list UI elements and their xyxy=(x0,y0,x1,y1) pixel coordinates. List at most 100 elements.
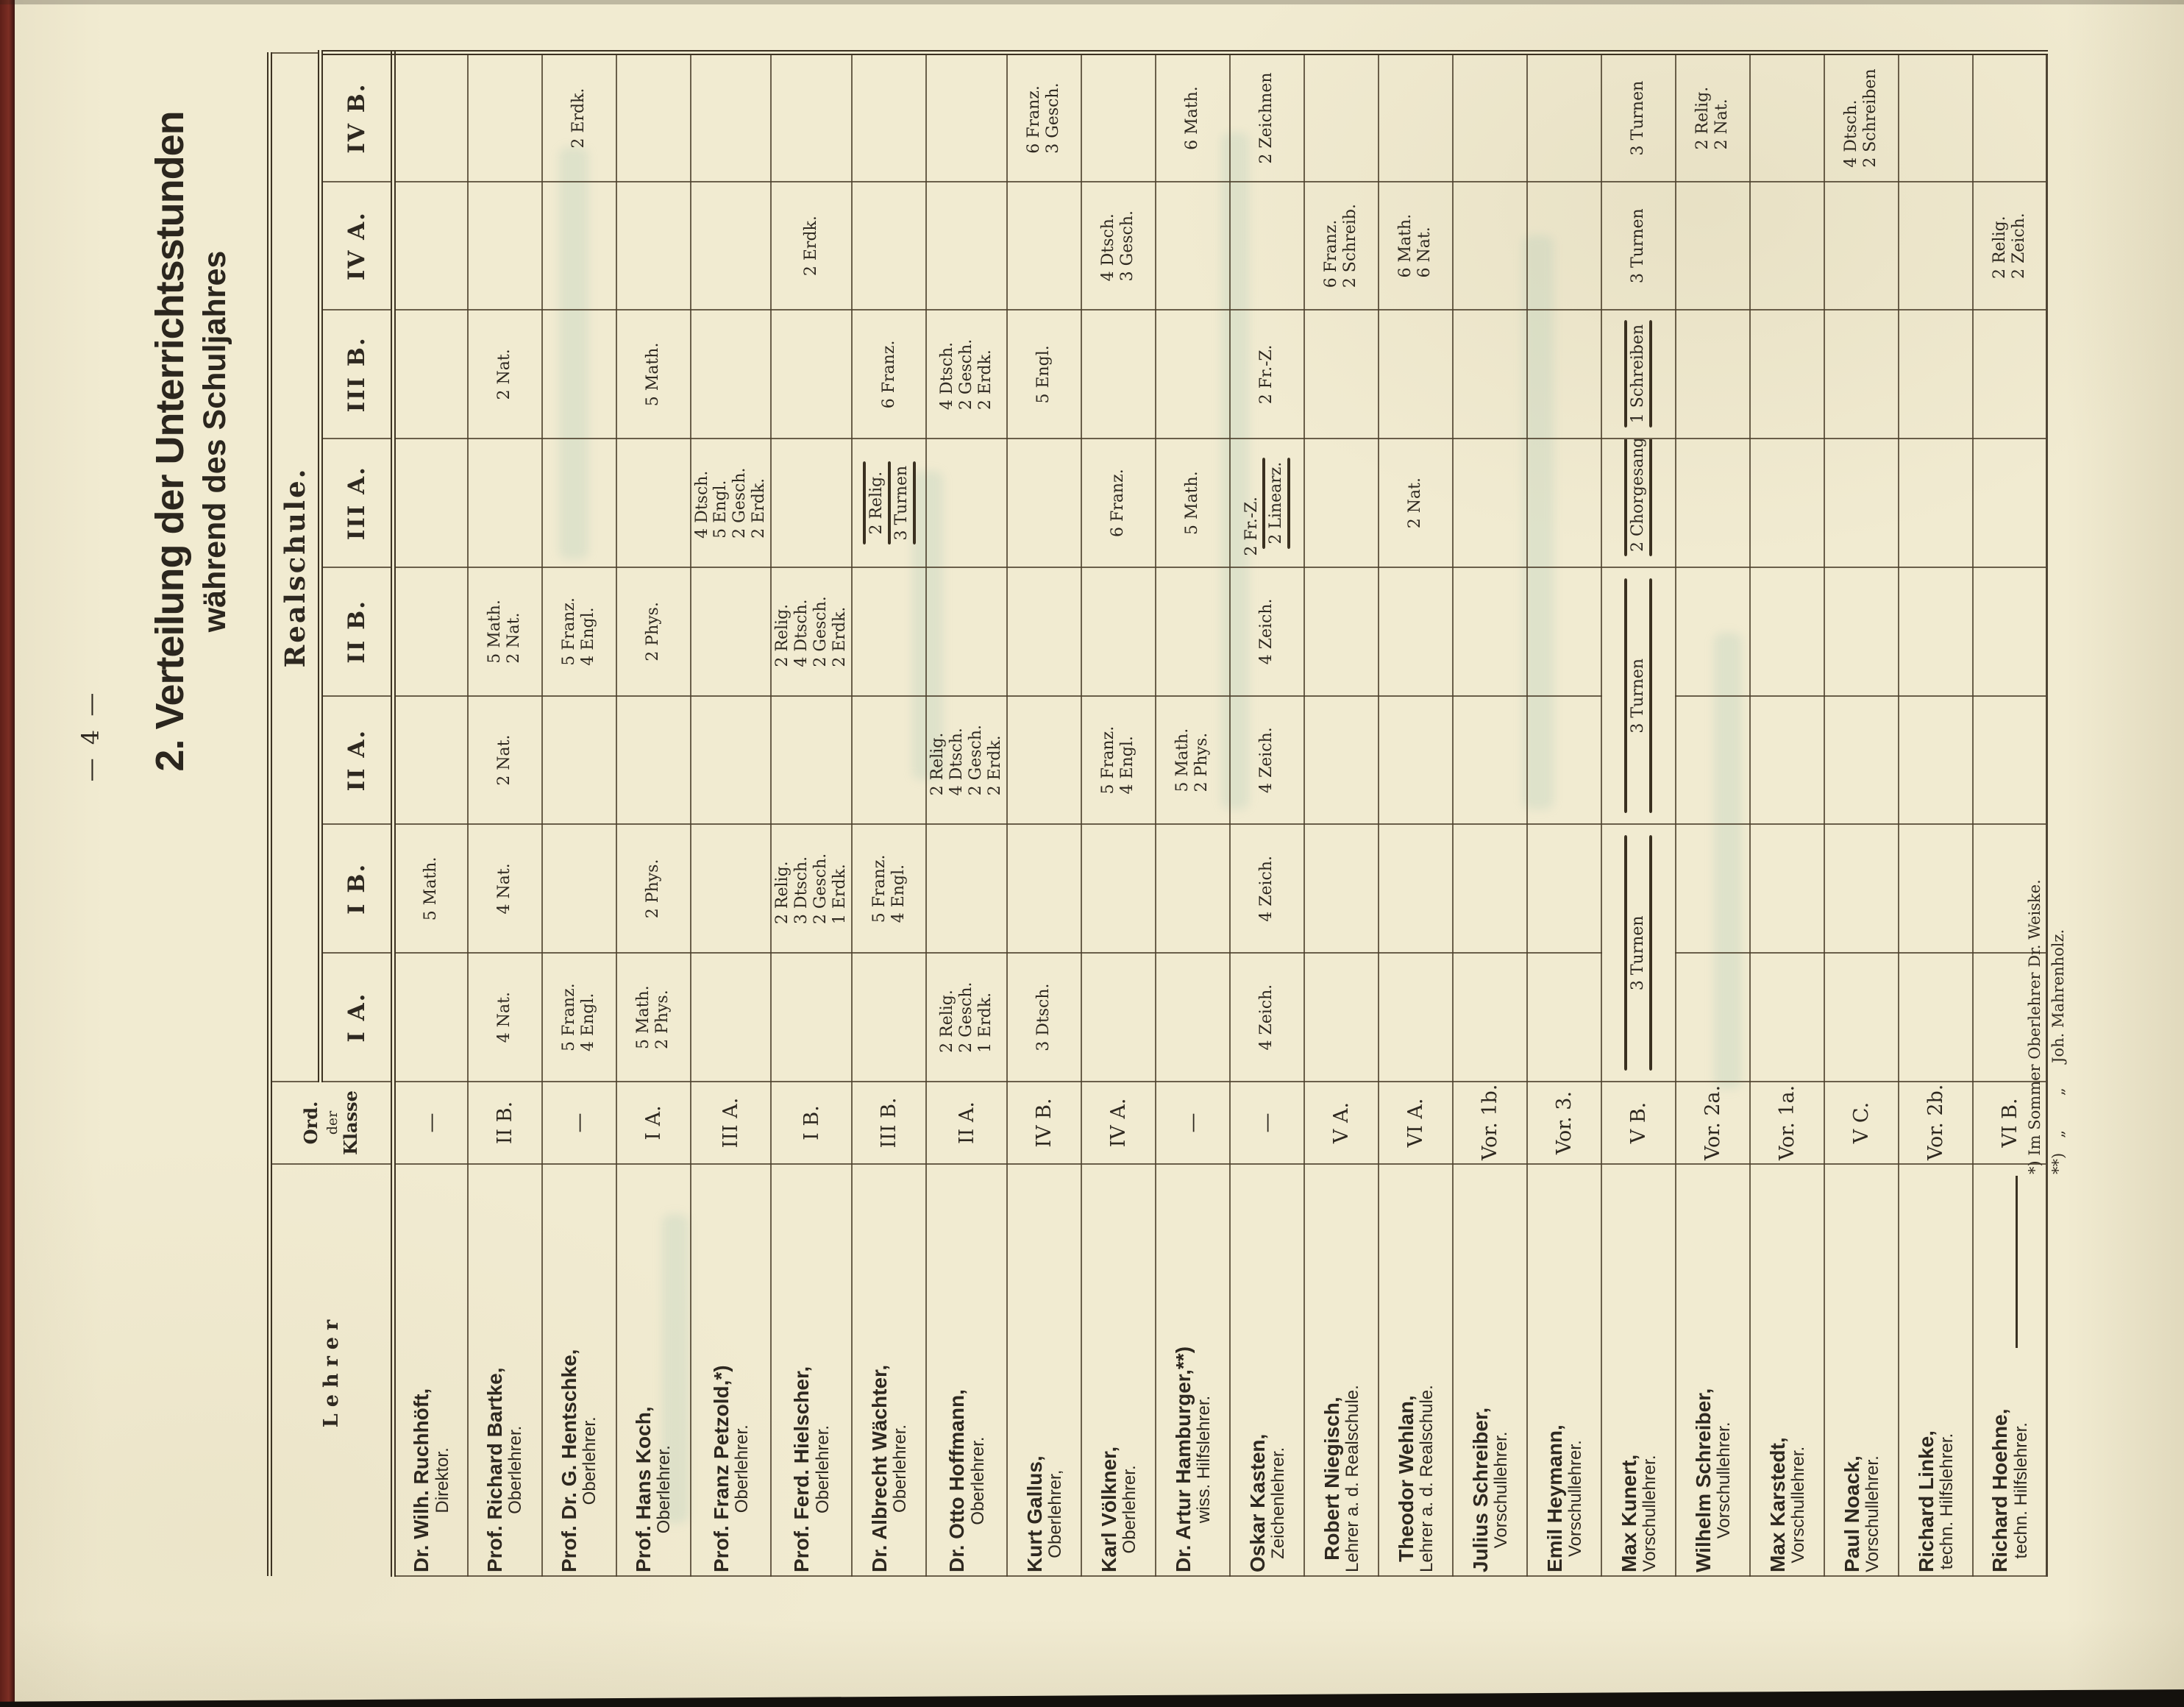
lesson-cell xyxy=(1675,310,1750,439)
lesson-cell: 6 Franz. 2 Schreib. xyxy=(1303,181,1379,310)
teacher-title: Direktor. xyxy=(432,1447,452,1513)
class-header: I B. xyxy=(320,824,394,954)
teacher-title: techn. Hilfslehrer. xyxy=(1936,1433,1957,1570)
lesson-cell: 5 Engl. xyxy=(1006,310,1081,439)
lesson-entry: 5 Math. xyxy=(485,600,505,664)
lesson-cell xyxy=(1378,52,1453,182)
lesson-cell xyxy=(1006,695,1081,825)
teacher-name-cell: Dr. Wilh. Ruchhöft, Direktor. xyxy=(393,1164,468,1576)
teacher-title: Oberlehrer. xyxy=(505,1425,526,1514)
lesson-cell xyxy=(393,310,468,439)
teacher-title: techn. Hilfslehrer. xyxy=(2010,1422,2031,1559)
lesson-cell: 5 Math. 2 Phys. xyxy=(1155,695,1230,825)
lesson-cell xyxy=(1675,824,1750,954)
teacher-name-cell: Wilhelm Schreiber, Vorschullehrer. xyxy=(1675,1164,1750,1576)
teacher-name: Prof. Richard Bartke, xyxy=(483,1367,507,1572)
lesson-cell: 2 Erdk. xyxy=(541,52,616,182)
lesson-entry: 2 Relig. xyxy=(1693,86,1712,150)
teacher-name-cell: Kurt Gallus, Oberlehrer, xyxy=(1006,1164,1081,1576)
teacher-name: Dr. Otto Hoffmann, xyxy=(945,1389,969,1572)
teacher-name: Dr. Albrecht Wächter, xyxy=(867,1364,891,1572)
teacher-name-cell: Prof. Dr. G. Hentschke, Oberlehrer. xyxy=(541,1164,616,1576)
lesson-entry: 2 Phys. xyxy=(644,859,663,919)
ordinariate-cell: — xyxy=(393,1082,468,1164)
lesson-cell: 2 Nat. xyxy=(1378,439,1453,567)
lesson-cell xyxy=(1081,567,1156,696)
lesson-cell xyxy=(771,310,853,439)
lesson-cell xyxy=(1898,181,1973,310)
lesson-entry: 6 Nat. xyxy=(1415,227,1434,278)
lesson-cell xyxy=(1526,567,1601,696)
lesson-cell xyxy=(1749,52,1824,182)
teacher-row: Wilhelm Schreiber, Vorschullehrer. Vor. 2a… xyxy=(1675,52,1750,1576)
lesson-cell xyxy=(1675,695,1750,825)
lesson-entry: 5 Math. xyxy=(1183,471,1202,535)
lesson-cell xyxy=(1452,695,1527,825)
lesson-entry: 4 Zeich. xyxy=(1257,598,1276,665)
lesson-entry: 2 Nat. xyxy=(1406,478,1425,529)
lesson-cell xyxy=(1675,439,1750,567)
ordinariate-cell: Vor. 1a. xyxy=(1749,1082,1824,1164)
lesson-cell xyxy=(1675,567,1750,696)
lesson-cell: 4 Zeich. xyxy=(1229,824,1304,954)
lesson-cell xyxy=(1303,310,1379,439)
lesson-cell xyxy=(1749,310,1824,439)
teacher-name: Max Kunert, xyxy=(1617,1454,1640,1572)
lesson-entry: 2 Relig. xyxy=(928,732,947,796)
lesson-cell xyxy=(1749,824,1824,954)
lesson-cell: 3 Turnen xyxy=(1601,824,1676,1082)
teacher-name-cell: Dr. Artur Hamburger,**) wiss. Hilfslehrer… xyxy=(1155,1164,1230,1576)
lesson-entry: 5 Math. xyxy=(634,985,653,1049)
lesson-cell: 2 Zeichnen xyxy=(1229,52,1304,182)
teacher-row: Max Karstedt, Vorschullehrer. Vor. 1a. xyxy=(1749,52,1824,1576)
lesson-cell xyxy=(1378,824,1453,954)
teacher-row: Prof. Hans Koch, Oberlehrer. I A. 5 Math. 2 … xyxy=(616,52,691,1576)
lesson-entry: 4 Engl. xyxy=(1118,736,1137,795)
lesson-cell xyxy=(393,695,468,825)
lesson-cell xyxy=(1898,52,1973,182)
teacher-title: Oberlehrer. xyxy=(1119,1465,1139,1554)
lesson-entry: 4 Dtsch. xyxy=(938,341,957,411)
lesson-entry: 2 Nat. xyxy=(495,349,514,400)
lesson-cell: 4 Dtsch. 2 Gesch. 2 Erdk. xyxy=(926,310,1007,439)
lesson-cell xyxy=(926,181,1007,310)
lesson-entry: 6 Franz. xyxy=(879,340,898,409)
lesson-cell: 4 Zeich. xyxy=(1229,695,1304,825)
lesson-cell: 2 Relig. 4 Dtsch. 2 Gesch. 2 Erdk. xyxy=(771,567,853,696)
lesson-entry: 5 Engl. xyxy=(1034,345,1053,404)
lesson-cell: 6 Franz. xyxy=(852,310,927,439)
lesson-cell: 5 Math. 2 Nat. xyxy=(467,567,542,696)
lesson-cell xyxy=(1378,953,1453,1082)
lesson-entry: 5 Franz. xyxy=(560,597,579,666)
lesson-entry: 4 Dtsch. xyxy=(692,470,711,539)
lesson-entry: 2 Phys. xyxy=(644,602,663,661)
lesson-cell xyxy=(1898,824,1973,954)
teacher-name-cell: Oskar Kasten, Zeichenlehrer. xyxy=(1229,1164,1304,1576)
lesson-cell xyxy=(926,439,1007,567)
lesson-entry: 4 Dtsch. xyxy=(1842,99,1861,168)
lesson-cell xyxy=(1452,439,1527,567)
ord-header-line1: Ord. xyxy=(300,1101,322,1145)
teacher-title: Vorschullehrer. xyxy=(1565,1440,1585,1558)
lesson-cell: 4 Zeich. xyxy=(1229,953,1304,1082)
lesson-cell: 5 Math. xyxy=(616,310,691,439)
lesson-cell xyxy=(1972,695,2047,825)
lesson-cell xyxy=(1303,567,1379,696)
teacher-row: Kurt Gallus, Oberlehrer, IV B. 3 Dtsch. 5 En… xyxy=(1006,52,1081,1576)
page-title: 2. Verteilung der Unterrichtsstunden xyxy=(148,111,192,772)
teacher-title: Oberlehrer, xyxy=(1045,1469,1065,1558)
teacher-name-cell: Julius Schreiber, Vorschullehrer. xyxy=(1452,1164,1527,1576)
teacher-row: Dr. Otto Hoffmann, Oberlehrer. II A. 2 Reli… xyxy=(926,52,1007,1576)
footnote-2: **) „ „ Joh. Mahrenholz. xyxy=(2049,929,2067,1174)
teacher-row: Prof. Dr. G. Hentschke, Oberlehrer. —5 Fra… xyxy=(541,52,616,1576)
lesson-cell xyxy=(1824,567,1899,696)
lesson-cell xyxy=(1972,310,2047,439)
teacher-title: Oberlehrer. xyxy=(654,1445,675,1534)
ordinariate-cell: IV B. xyxy=(1006,1082,1081,1164)
lesson-cell xyxy=(393,439,468,567)
lesson-cell xyxy=(926,567,1007,696)
lesson-cell xyxy=(616,52,691,182)
teacher-name: Oskar Kasten, xyxy=(1245,1433,1269,1572)
lesson-cell: 5 Franz. 4 Engl. xyxy=(541,567,616,696)
